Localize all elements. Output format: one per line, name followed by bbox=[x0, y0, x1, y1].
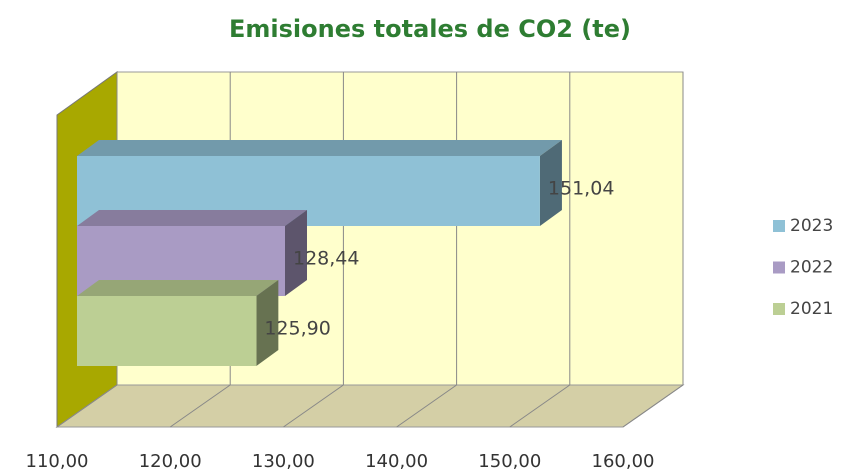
bar-side bbox=[256, 280, 279, 366]
bar-side bbox=[539, 140, 562, 226]
legend-swatch bbox=[773, 261, 785, 274]
floor-grid-line bbox=[622, 384, 684, 428]
floor bbox=[55, 384, 685, 428]
floor-grid-line bbox=[56, 384, 118, 428]
data-label: 125,90 bbox=[264, 318, 330, 340]
x-tick-label: 130,00 bbox=[252, 451, 315, 472]
x-tick-label: 160,00 bbox=[592, 451, 655, 472]
floor-grid-line bbox=[396, 384, 457, 428]
data-label: 128,44 bbox=[293, 248, 359, 270]
bar-top bbox=[77, 280, 279, 296]
bar bbox=[77, 296, 257, 366]
bar-top bbox=[77, 210, 308, 226]
chart-title: Emisiones totales de CO2 (te) bbox=[229, 15, 631, 43]
x-tick-label: 140,00 bbox=[365, 451, 428, 472]
legend-swatch bbox=[773, 220, 785, 232]
bar-side bbox=[285, 210, 308, 296]
floor-grid-line bbox=[169, 384, 231, 428]
x-tick-label: 120,00 bbox=[139, 451, 202, 472]
x-tick-label: 150,00 bbox=[478, 451, 541, 472]
data-label: 151,04 bbox=[548, 178, 614, 200]
legend-swatch bbox=[773, 303, 785, 315]
floor-grid-line bbox=[509, 384, 571, 428]
x-tick-label: 110,00 bbox=[26, 451, 89, 472]
bar-top bbox=[77, 140, 562, 156]
floor-grid-line bbox=[283, 384, 344, 428]
legend-label: 2023 bbox=[790, 216, 833, 236]
legend-label: 2022 bbox=[790, 258, 833, 278]
legend-label: 2021 bbox=[790, 299, 833, 319]
